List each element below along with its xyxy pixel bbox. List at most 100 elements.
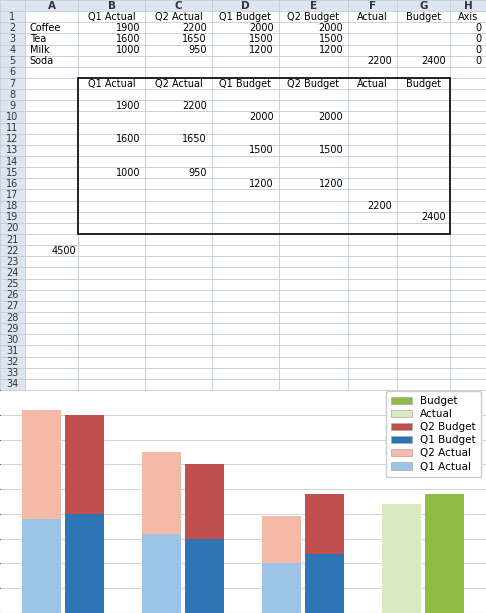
Bar bbox=[278, 67, 348, 78]
Bar bbox=[145, 123, 212, 134]
Text: 12: 12 bbox=[6, 134, 18, 144]
Bar bbox=[451, 67, 486, 78]
Text: 17: 17 bbox=[6, 190, 18, 200]
Text: 0: 0 bbox=[475, 56, 481, 66]
Bar bbox=[25, 78, 78, 89]
Bar bbox=[25, 301, 78, 312]
Bar bbox=[212, 368, 278, 379]
Bar bbox=[145, 301, 212, 312]
Bar bbox=[145, 167, 212, 178]
Text: 1650: 1650 bbox=[182, 34, 207, 44]
Bar bbox=[0, 78, 25, 89]
Bar bbox=[397, 67, 451, 78]
Bar bbox=[25, 334, 78, 346]
Text: 1: 1 bbox=[9, 12, 16, 21]
Bar bbox=[145, 45, 212, 56]
Bar bbox=[397, 189, 451, 200]
Bar bbox=[145, 245, 212, 256]
Text: 1200: 1200 bbox=[318, 179, 343, 189]
Bar bbox=[397, 211, 451, 223]
Bar bbox=[348, 223, 397, 234]
Bar bbox=[212, 357, 278, 368]
Bar bbox=[145, 267, 212, 278]
Bar bbox=[451, 34, 486, 45]
Bar bbox=[25, 178, 78, 189]
Bar bbox=[212, 301, 278, 312]
Bar bbox=[348, 234, 397, 245]
Bar bbox=[78, 101, 145, 112]
Bar bbox=[278, 368, 348, 379]
Text: 2000: 2000 bbox=[249, 112, 274, 122]
Bar bbox=[348, 89, 397, 101]
Bar bbox=[25, 22, 78, 34]
Bar bbox=[397, 200, 451, 211]
Bar bbox=[145, 112, 212, 123]
Text: 1200: 1200 bbox=[249, 179, 274, 189]
Bar bbox=[451, 112, 486, 123]
Text: Soda: Soda bbox=[30, 56, 54, 66]
Bar bbox=[78, 200, 145, 211]
Bar bbox=[278, 357, 348, 368]
Bar bbox=[145, 101, 212, 112]
Bar bbox=[25, 123, 78, 134]
Text: Tea: Tea bbox=[30, 34, 46, 44]
Bar bbox=[78, 89, 145, 101]
Bar bbox=[348, 0, 397, 11]
Bar bbox=[0, 67, 25, 78]
Bar bbox=[397, 101, 451, 112]
Text: B: B bbox=[108, 1, 116, 10]
Bar bbox=[348, 312, 397, 323]
Text: 4: 4 bbox=[9, 45, 16, 55]
Text: C: C bbox=[174, 1, 182, 10]
Bar bbox=[78, 379, 145, 390]
Bar bbox=[451, 312, 486, 323]
Bar bbox=[78, 189, 145, 200]
Text: 15: 15 bbox=[6, 168, 18, 178]
Bar bbox=[278, 167, 348, 178]
Bar bbox=[278, 0, 348, 11]
Bar bbox=[25, 312, 78, 323]
Text: 13: 13 bbox=[6, 145, 18, 156]
Bar bbox=[0, 123, 25, 134]
Bar bbox=[0, 301, 25, 312]
Bar bbox=[145, 278, 212, 290]
Bar bbox=[305, 494, 344, 554]
Bar bbox=[397, 78, 451, 89]
Bar bbox=[145, 0, 212, 11]
Bar bbox=[78, 234, 145, 245]
Bar bbox=[278, 245, 348, 256]
Bar bbox=[348, 67, 397, 78]
Text: 10: 10 bbox=[6, 112, 18, 122]
Bar bbox=[78, 112, 145, 123]
Bar bbox=[348, 323, 397, 334]
Text: G: G bbox=[419, 1, 428, 10]
Text: Budget: Budget bbox=[406, 78, 441, 88]
Bar bbox=[212, 346, 278, 357]
Text: 32: 32 bbox=[6, 357, 18, 367]
Bar bbox=[0, 323, 25, 334]
Bar bbox=[451, 11, 486, 22]
Bar bbox=[348, 357, 397, 368]
Bar bbox=[145, 89, 212, 101]
Bar bbox=[25, 200, 78, 211]
Bar bbox=[78, 312, 145, 323]
Bar bbox=[78, 267, 145, 278]
Bar bbox=[278, 223, 348, 234]
Bar bbox=[142, 534, 181, 613]
Bar bbox=[397, 89, 451, 101]
Text: Q1 Actual: Q1 Actual bbox=[88, 78, 136, 88]
Text: E: E bbox=[310, 1, 317, 10]
Bar bbox=[78, 245, 145, 256]
Bar bbox=[25, 34, 78, 45]
Bar bbox=[145, 34, 212, 45]
Bar bbox=[212, 101, 278, 112]
Text: 1600: 1600 bbox=[116, 34, 140, 44]
Bar bbox=[22, 410, 61, 519]
Text: Q2 Budget: Q2 Budget bbox=[287, 12, 339, 21]
Bar bbox=[0, 278, 25, 290]
Text: Milk: Milk bbox=[30, 45, 50, 55]
Bar bbox=[78, 11, 145, 22]
Bar bbox=[451, 290, 486, 301]
Text: 24: 24 bbox=[6, 268, 18, 278]
Bar bbox=[25, 368, 78, 379]
